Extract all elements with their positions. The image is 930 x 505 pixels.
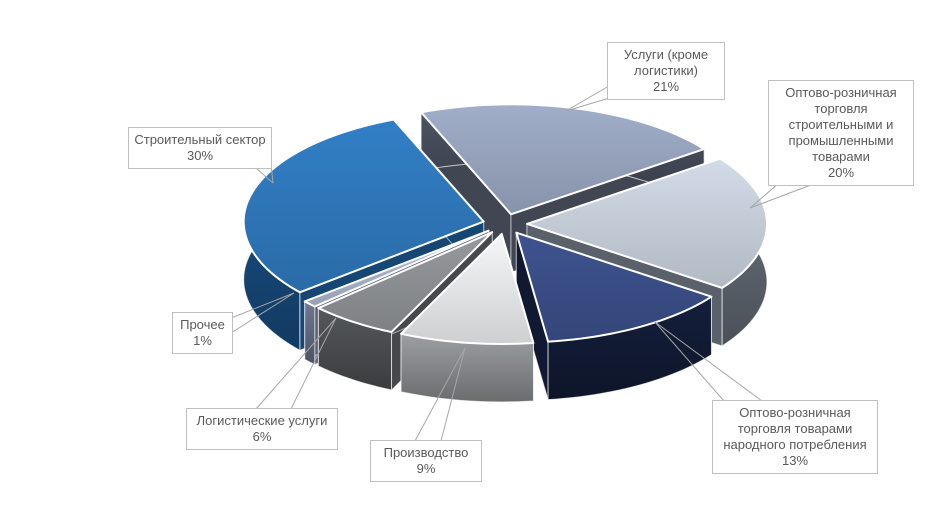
callout-percent-value: 1%	[193, 333, 212, 348]
callout-label-line: Оптово-розничная	[739, 405, 851, 420]
leader-line	[654, 321, 725, 402]
callout-percent-value: 20%	[827, 165, 855, 180]
callout-leader-logistics	[255, 317, 337, 410]
slice-top-wholesale-industrial-goods	[526, 157, 768, 289]
callout-label-line: товарами	[812, 149, 870, 164]
callout-logistics: Логистические услуги 6%	[186, 408, 338, 450]
callout-label-line: Прочее	[180, 317, 225, 332]
slice-top-construction	[242, 118, 485, 294]
leader-line	[565, 85, 610, 112]
leader-line	[440, 347, 466, 442]
slice-rim-wall	[304, 300, 316, 366]
callout-services: Услуги (кроме логистики) 21%	[607, 42, 725, 100]
callout-percent-value: 6%	[252, 429, 272, 444]
callout-leader-manufacturing	[414, 347, 466, 442]
pie-slices	[242, 103, 768, 403]
callout-label-line: строительными и	[788, 117, 894, 132]
callout-leader-wholesale-consumer-goods	[654, 321, 763, 402]
callout-label-line: Оптово-розничная	[785, 85, 897, 100]
slice-top-services	[420, 103, 706, 216]
slice-top-logistics	[317, 231, 494, 334]
callout-label-line: логистики)	[634, 63, 698, 78]
callout-percent-value: 13%	[781, 453, 809, 468]
pie-slice-wholesale-consumer-goods	[515, 231, 713, 401]
callout-label-line: Логистические услуги	[196, 413, 328, 428]
callout-percent-value: 21%	[652, 79, 680, 94]
callout-wholesale-consumer-goods: Оптово-розничная торговля товарами народно…	[712, 400, 878, 474]
leader-line	[414, 347, 466, 442]
callout-label-line: Строительный сектор	[134, 132, 266, 147]
slice-top-manufacturing	[400, 232, 535, 345]
slice-top-wholesale-consumer-goods	[515, 231, 713, 343]
callout-label-line: Услуги (кроме	[623, 47, 709, 62]
callout-manufacturing: Производство 9%	[370, 440, 482, 482]
leader-line	[290, 317, 337, 410]
callout-label-line: торговля товарами	[737, 421, 853, 436]
callout-leader-other	[230, 292, 295, 334]
callout-label-line: Производство	[383, 445, 469, 460]
leader-line	[230, 292, 295, 334]
slice-top-other	[303, 229, 490, 308]
callout-other: Прочее 1%	[172, 312, 233, 354]
pie-slice-manufacturing	[400, 232, 535, 403]
callout-label-line: промышленными	[788, 133, 894, 148]
callout-label-line: народного потребления	[723, 437, 867, 452]
callout-percent-value: 30%	[186, 148, 214, 163]
callout-percent-value: 9%	[416, 461, 436, 476]
leader-line	[654, 321, 763, 402]
leader-line	[230, 292, 295, 319]
callout-construction: Строительный сектор 30%	[128, 127, 272, 169]
leader-line	[255, 317, 337, 410]
callout-label-line: торговля	[814, 101, 868, 116]
